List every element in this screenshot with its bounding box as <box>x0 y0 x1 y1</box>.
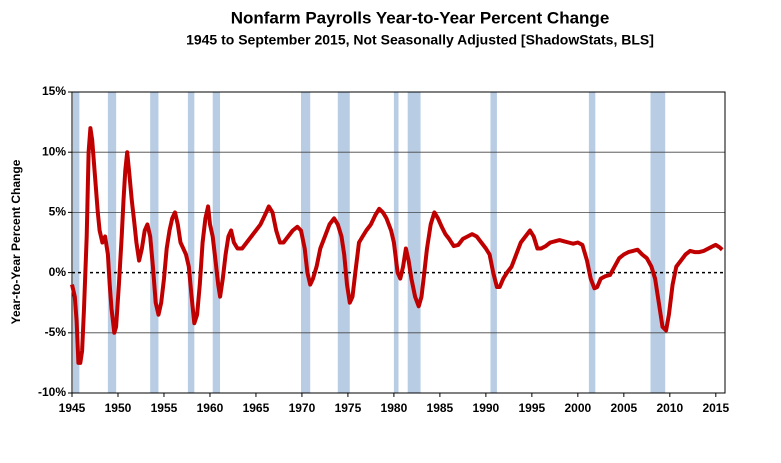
recession-band <box>187 92 195 393</box>
plot-border <box>71 91 726 394</box>
recession-band <box>588 92 596 393</box>
x-tick-label: 2015 <box>702 401 729 415</box>
chart-subtitle: 1945 to September 2015, Not Seasonally A… <box>186 32 654 48</box>
x-tick-label: 1995 <box>519 401 546 415</box>
chart-title: Nonfarm Payrolls Year-to-Year Percent Ch… <box>231 8 610 27</box>
recession-band <box>407 92 421 393</box>
recession-band <box>150 92 159 393</box>
y-axis-label: Year-to-Year Percent Change <box>9 159 23 324</box>
x-tick-label: 1990 <box>473 401 500 415</box>
x-tick-label: 1985 <box>427 401 454 415</box>
x-tick-label: 1950 <box>105 401 132 415</box>
recession-band <box>650 92 666 393</box>
x-tick-label: 1945 <box>59 401 86 415</box>
recession-band <box>72 92 80 393</box>
x-tick-label: 1955 <box>151 401 178 415</box>
y-tick-label: 5% <box>49 205 67 219</box>
recession-band <box>393 92 399 393</box>
recession-band <box>490 92 497 393</box>
y-tick-label: 0% <box>49 265 67 279</box>
x-tick-label: 2005 <box>610 401 637 415</box>
x-tick-label: 1960 <box>197 401 224 415</box>
recession-band <box>301 92 311 393</box>
x-tick-label: 1965 <box>243 401 270 415</box>
x-tick-label: 1975 <box>335 401 362 415</box>
x-tick-label: 1970 <box>289 401 316 415</box>
y-tick-label: -10% <box>38 385 66 399</box>
data-line <box>70 126 724 365</box>
x-tick-label: 2010 <box>656 401 683 415</box>
y-tick-label: -5% <box>45 325 67 339</box>
recession-band <box>107 92 117 393</box>
y-tick-label: 10% <box>42 144 66 158</box>
recession-band <box>212 92 221 393</box>
x-tick-label: 1980 <box>381 401 408 415</box>
y-tick-label: 15% <box>42 84 66 98</box>
x-tick-label: 2000 <box>564 401 591 415</box>
